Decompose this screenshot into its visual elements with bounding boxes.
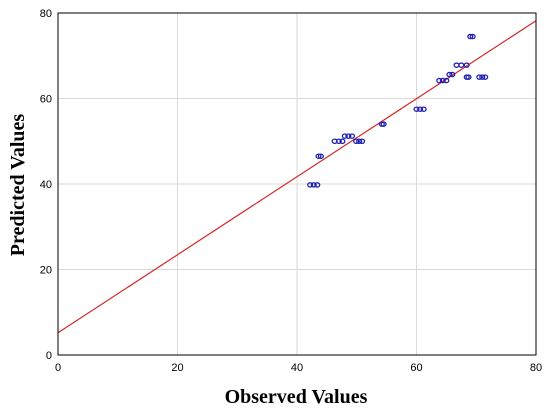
y-tick-labels: 0 20 40 60 80 [40,8,52,362]
data-point [482,74,489,80]
y-tick-label: 20 [40,265,52,277]
y-tick-label: 80 [40,8,52,20]
data-point [443,77,450,84]
data-point [380,121,387,127]
data-point [463,62,470,68]
data-point [413,106,420,112]
data-point [335,138,342,144]
data-point [436,77,443,84]
grid-lines [58,13,536,355]
data-points [307,33,489,188]
data-point [476,74,483,80]
data-point [345,133,352,139]
x-tick-label: 0 [55,362,61,374]
plot-frame [57,12,537,356]
fit-line [57,20,537,334]
data-point [420,106,427,112]
x-tick-label: 20 [171,362,183,374]
y-tick-label: 40 [40,179,52,191]
y-tick-label: 60 [40,94,52,106]
y-axis-title: Predicted Values [7,114,29,257]
data-point [417,106,424,112]
data-point [469,33,476,40]
data-point [359,138,366,144]
data-point [310,182,317,188]
data-point [339,138,346,144]
x-axis-title: Observed Values [225,386,368,408]
x-tick-labels: 0 20 40 60 80 [55,362,542,374]
y-tick-label: 0 [46,350,52,362]
data-point [314,182,321,188]
x-tick-label: 60 [410,362,422,374]
data-point [446,71,453,78]
data-point [353,138,360,144]
data-point [467,33,474,40]
data-point [315,153,322,159]
data-point [449,71,456,78]
data-point [307,182,314,188]
x-tick-label: 80 [530,362,542,374]
data-point [458,62,465,68]
data-point [341,133,348,139]
data-point [317,153,324,159]
data-point [356,138,363,144]
data-point [439,77,446,84]
data-point [465,74,472,80]
data-point [479,74,486,80]
x-tick-label: 40 [291,362,303,374]
data-point [453,62,460,68]
data-point [348,133,356,139]
